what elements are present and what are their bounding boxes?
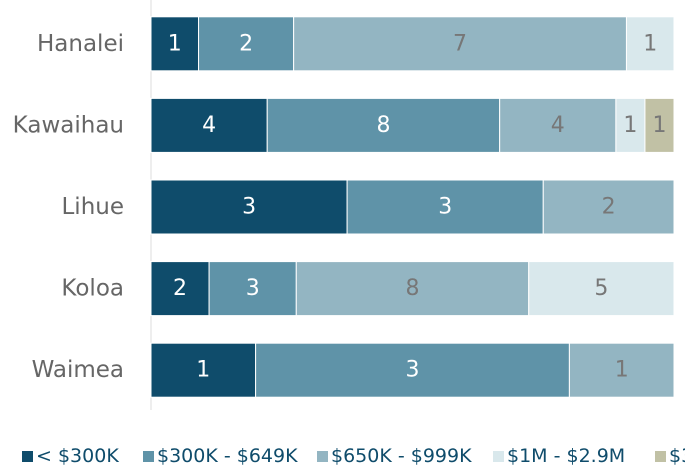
bar-segment	[528, 261, 675, 317]
data-label: 3	[246, 276, 260, 301]
data-label: 1	[168, 31, 182, 56]
y-tick-label: Kawaihau	[13, 112, 124, 138]
bar-segment	[295, 261, 530, 317]
data-label: 1	[615, 358, 629, 383]
data-label: 4	[202, 113, 216, 138]
y-tick-label: Waimea	[32, 357, 124, 383]
data-label: 1	[623, 113, 637, 138]
data-label: 1	[643, 31, 657, 56]
bar-segment	[644, 97, 675, 153]
bar-segment	[542, 179, 675, 235]
bar-segment	[266, 97, 501, 153]
bar-segment	[346, 179, 544, 235]
legend-swatch	[143, 451, 154, 462]
legend-label: $3M+	[669, 445, 685, 467]
bar-segment	[208, 261, 297, 317]
legend-label: $1M - $2.9M	[507, 445, 625, 467]
bar-segment	[150, 261, 210, 317]
data-label: 2	[239, 31, 253, 56]
bar-segment	[625, 16, 675, 72]
legend-label: $650K - $999K	[331, 445, 472, 467]
bar-segment	[198, 16, 295, 72]
data-label: 4	[551, 113, 565, 138]
data-label: 3	[438, 195, 452, 220]
y-tick-label: Hanalei	[37, 31, 124, 57]
legend-swatch	[317, 451, 328, 462]
data-label: 7	[453, 31, 467, 56]
bar-segment	[150, 179, 348, 235]
data-label: 1	[196, 358, 210, 383]
data-label: 8	[406, 276, 420, 301]
data-label: 8	[376, 113, 390, 138]
bar-segment	[293, 16, 627, 72]
data-label: 1	[652, 113, 666, 138]
bar-segment	[150, 342, 257, 398]
y-tick-label: Koloa	[61, 276, 124, 302]
y-tick-label: Lihue	[61, 194, 124, 220]
legend-swatch	[655, 451, 666, 462]
data-label: 5	[594, 276, 608, 301]
data-label: 3	[406, 358, 420, 383]
bar-segment	[255, 342, 570, 398]
data-label: 3	[242, 195, 256, 220]
bar-segment	[568, 342, 675, 398]
legend-label: $300K - $649K	[157, 445, 298, 467]
data-label: 2	[602, 195, 616, 220]
legend-swatch	[493, 451, 504, 462]
legend-label: < $300K	[36, 445, 119, 467]
data-label: 2	[173, 276, 187, 301]
legend-swatch	[22, 451, 33, 462]
